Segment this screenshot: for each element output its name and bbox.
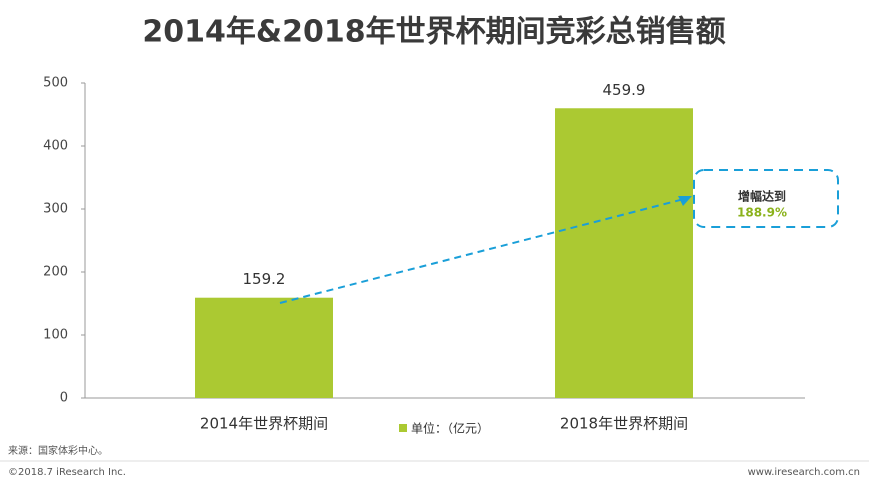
callout-value: 188.9% (737, 206, 787, 220)
source: 来源：国家体彩中心。 (8, 444, 108, 457)
value-label: 159.2 (243, 270, 286, 288)
bar (195, 297, 333, 398)
x-tick-label: 2018年世界杯期间 (560, 415, 688, 433)
callout-text: 增幅达到 (738, 189, 786, 204)
legend-label: 单位：（亿元） (411, 421, 489, 436)
x-tick-label: 2014年世界杯期间 (200, 415, 328, 433)
arrow (279, 198, 685, 304)
chart-title: 2014年&2018年世界杯期间竞彩总销售额 (142, 15, 725, 50)
value-label: 459.9 (603, 81, 646, 99)
y-tick-label: 200 (43, 265, 68, 280)
copyright: ©2018.7 iResearch Inc. (8, 467, 126, 478)
y-tick-label: 400 (43, 139, 68, 154)
callout-box (693, 169, 839, 228)
y-tick-label: 500 (43, 76, 68, 91)
legend-swatch (399, 424, 407, 432)
y-tick-label: 0 (60, 391, 68, 406)
y-tick-label: 300 (43, 202, 68, 217)
y-tick-label: 100 (43, 328, 68, 343)
arrow-head (678, 196, 692, 206)
bar (555, 108, 693, 398)
website: www.iresearch.com.cn (748, 467, 860, 478)
